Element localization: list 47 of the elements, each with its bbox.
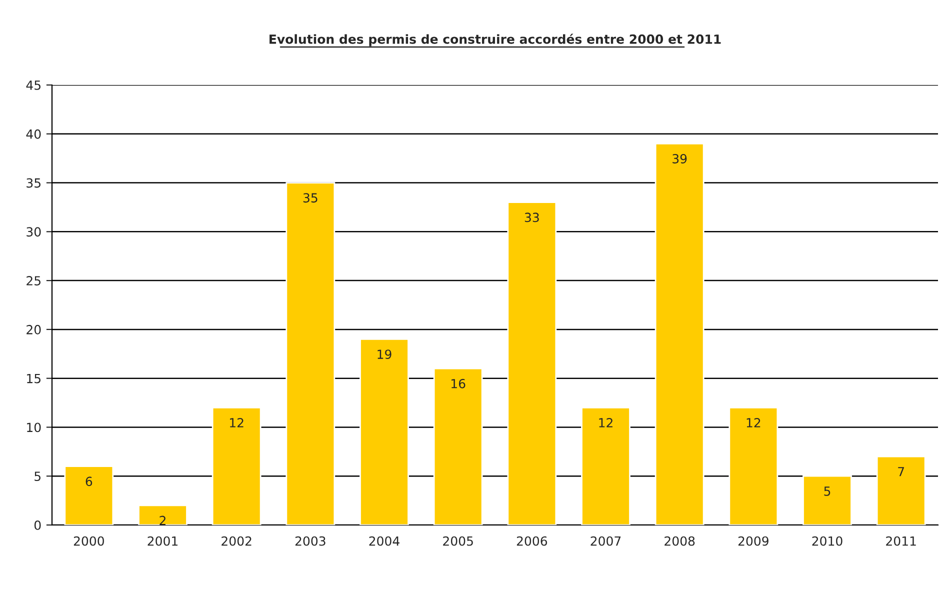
bar [876, 456, 926, 525]
bar [581, 406, 630, 525]
y-tick-label: 15 [27, 374, 40, 384]
bar [728, 406, 778, 525]
y-tick-label: 45 [26, 80, 40, 90]
data-label: 12 [746, 418, 760, 428]
x-tick-label: 2010 [812, 536, 842, 546]
x-tick-label: 2007 [590, 536, 621, 546]
y-tick-label: 40 [26, 129, 41, 139]
data-label: 39 [672, 154, 687, 164]
bar [507, 202, 557, 525]
x-tick-label: 2006 [516, 536, 548, 546]
y-tick-label: 25 [26, 276, 40, 286]
y-tick-label: 5 [34, 472, 40, 482]
x-tick-label: 2000 [74, 536, 104, 546]
bar [138, 504, 188, 525]
x-tick-label: 2005 [443, 536, 473, 546]
x-tick-label: 2002 [222, 536, 252, 546]
bar [360, 338, 409, 525]
x-tick-label: 2004 [369, 536, 400, 546]
data-label: 16 [452, 378, 466, 388]
bar [802, 475, 852, 525]
x-tick-label: 2008 [664, 536, 695, 546]
data-label: 2 [160, 516, 166, 526]
x-tick-label: 2011 [886, 536, 916, 546]
x-tick-label: 2001 [148, 536, 178, 546]
data-label: 33 [524, 212, 539, 222]
x-tick-label: 2009 [738, 536, 768, 546]
data-label: 19 [378, 350, 392, 360]
y-tick-label: 20 [26, 324, 41, 334]
data-label: 5 [824, 486, 830, 496]
data-label: 12 [230, 418, 244, 428]
bar [433, 368, 483, 525]
chart-title: Evolution des permis de construire accordés entre 2000 et 2011 [270, 34, 721, 46]
bar [654, 142, 704, 525]
y-tick-label: 35 [26, 178, 40, 188]
data-label: 7 [898, 467, 904, 476]
data-label: 6 [86, 476, 92, 486]
x-tick-label: 2003 [295, 536, 326, 546]
y-tick-label: 10 [27, 422, 41, 432]
y-tick-label: 30 [26, 227, 41, 237]
bar [212, 406, 262, 525]
bar [64, 466, 114, 525]
data-label: 12 [599, 418, 612, 428]
bar [286, 182, 336, 525]
y-tick-label: 0 [34, 520, 41, 530]
data-label: 35 [303, 193, 318, 203]
